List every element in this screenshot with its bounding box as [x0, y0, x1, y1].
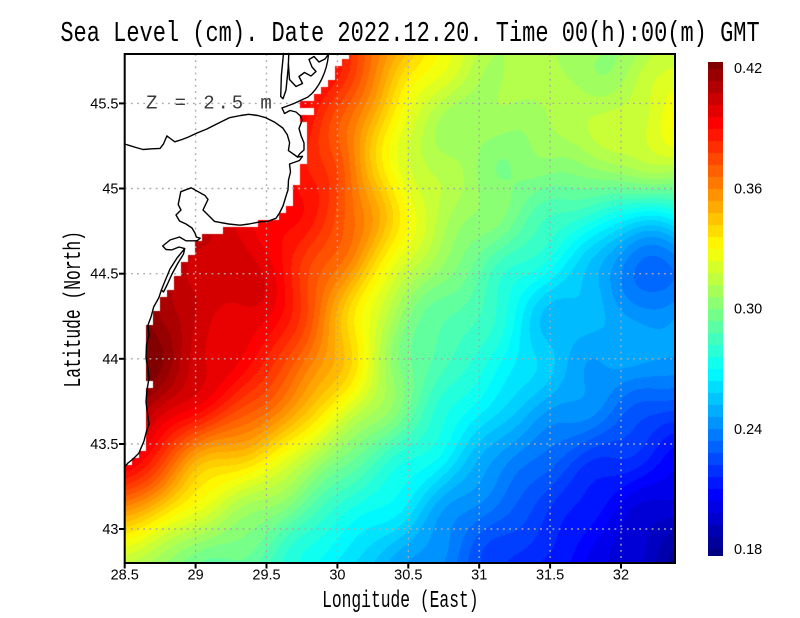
svg-text:44.5: 44.5: [90, 267, 118, 283]
svg-text:0.18: 0.18: [734, 542, 762, 558]
svg-text:44: 44: [102, 352, 118, 368]
svg-text:29: 29: [188, 568, 204, 584]
svg-text:43.5: 43.5: [90, 437, 118, 453]
svg-text:Latitude (North): Latitude (North): [61, 231, 88, 387]
svg-text:Longitude (East): Longitude (East): [322, 588, 478, 615]
svg-text:29.5: 29.5: [252, 568, 280, 584]
svg-text:31.5: 31.5: [536, 568, 564, 584]
svg-text:30.5: 30.5: [394, 568, 422, 584]
svg-text:Sea Level (cm). Date 2022.12.2: Sea Level (cm). Date 2022.12.20. Time 00…: [60, 17, 759, 50]
svg-text:0.30: 0.30: [734, 302, 762, 318]
svg-text:0.36: 0.36: [734, 181, 762, 197]
svg-text:0.42: 0.42: [734, 61, 762, 77]
svg-text:28.5: 28.5: [111, 568, 139, 584]
svg-text:30: 30: [329, 568, 345, 584]
svg-text:Z = 2.5 m: Z = 2.5 m: [146, 93, 275, 115]
svg-text:45.5: 45.5: [90, 96, 118, 112]
svg-text:43: 43: [102, 522, 118, 538]
svg-text:31: 31: [471, 568, 487, 584]
svg-text:32: 32: [613, 568, 629, 584]
svg-text:0.24: 0.24: [734, 422, 762, 438]
svg-text:45: 45: [102, 182, 118, 198]
